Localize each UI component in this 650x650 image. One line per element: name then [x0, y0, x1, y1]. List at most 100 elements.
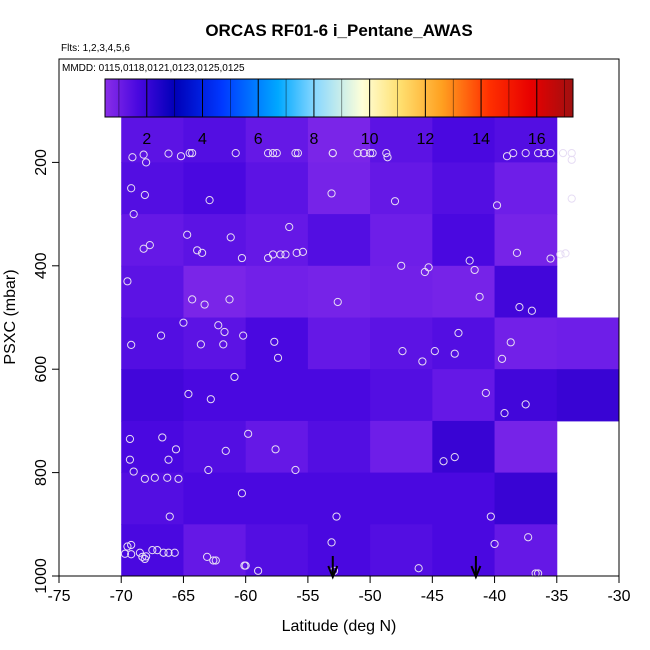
heatmap-cell: [245, 214, 309, 267]
mmdd-note: MMDD: 0115,0118,0121,0123,0125,0125: [62, 63, 245, 74]
sample-point: [276, 250, 285, 259]
sample-point: [439, 457, 448, 466]
sample-point: [561, 249, 570, 258]
sample-point: [164, 548, 173, 557]
sample-point: [140, 474, 149, 483]
heatmap-cell: [245, 162, 309, 215]
heatmap-cell: [121, 369, 184, 422]
sample-point: [231, 148, 240, 158]
sample-point: [165, 512, 174, 521]
colorbar-tick-label: 14: [472, 131, 490, 148]
sample-point: [142, 552, 151, 561]
sample-point: [226, 233, 235, 242]
sample-point: [220, 327, 229, 337]
heatmap-cell: [370, 110, 433, 163]
heatmap-cell: [307, 265, 371, 318]
sample-point: [524, 533, 533, 542]
sample-point: [206, 395, 215, 404]
sample-points: [120, 148, 576, 578]
sample-point: [188, 295, 197, 304]
sample-point: [164, 455, 173, 464]
sample-point: [490, 539, 499, 549]
sample-point: [125, 434, 135, 444]
sample-point: [531, 569, 540, 578]
sample-point: [127, 340, 136, 350]
sample-point: [546, 254, 555, 263]
sample-point: [368, 148, 377, 158]
sample-point: [123, 277, 132, 286]
sample-point: [156, 331, 166, 340]
sample-point: [418, 357, 427, 366]
x-tick-label: -55: [296, 588, 319, 605]
x-tick-label: -60: [234, 588, 257, 605]
sample-point: [327, 538, 336, 547]
sample-point: [145, 241, 154, 250]
heatmap-cell: [432, 162, 496, 215]
heatmap-cell: [121, 214, 184, 267]
heatmap-cell: [245, 265, 309, 318]
heatmap-cell: [370, 162, 433, 215]
sample-point: [470, 265, 479, 275]
sample-point: [176, 152, 186, 161]
heatmap-cell: [370, 317, 433, 370]
colorbar-tick-label: 12: [416, 131, 434, 148]
heatmap-cell: [432, 214, 496, 267]
sample-point: [556, 250, 565, 259]
sample-point: [366, 148, 375, 158]
heatmap-cell: [307, 524, 371, 577]
sample-point: [196, 340, 205, 349]
chart-title: ORCAS RF01-6 i_Pentane_AWAS: [205, 21, 472, 40]
sample-point: [509, 148, 518, 158]
heatmap-cell: [494, 265, 558, 318]
sample-point: [204, 465, 213, 475]
sample-point: [353, 148, 362, 158]
heatmap-cell: [307, 369, 371, 422]
sample-point: [198, 248, 207, 257]
heatmap-cell: [183, 265, 247, 318]
y-axis: 200 400 600 800 1000: [33, 149, 59, 594]
heatmap-cells: [121, 110, 620, 577]
x-axis-title: Latitude (deg N): [282, 618, 397, 635]
heatmap-cell: [121, 110, 184, 163]
sample-point: [158, 433, 167, 442]
heatmap-cell: [494, 420, 558, 474]
sample-point: [200, 300, 209, 309]
sample-point: [142, 158, 151, 167]
sample-point: [120, 549, 130, 558]
heatmap-cell: [370, 369, 433, 422]
sample-point: [298, 247, 308, 256]
sample-point: [263, 148, 273, 158]
sample-point: [230, 372, 239, 382]
sample-point: [241, 561, 250, 570]
heatmap-cell: [370, 420, 433, 474]
sample-point: [270, 337, 279, 346]
heatmap-cell: [183, 162, 247, 215]
sample-point: [171, 445, 181, 454]
sample-point: [382, 148, 391, 158]
colorbar-tick-label: 10: [361, 131, 379, 148]
colorbar: [104, 78, 574, 118]
sample-point: [430, 347, 439, 356]
sample-point: [188, 148, 197, 158]
plot-frame: [58, 58, 620, 577]
sample-point: [333, 297, 342, 307]
sample-point: [293, 148, 303, 158]
heatmap-cell: [494, 369, 558, 422]
sample-point: [515, 303, 524, 312]
heatmap-cell: [121, 162, 184, 215]
sample-point: [244, 429, 253, 438]
heatmap-cell: [183, 420, 247, 474]
sample-point: [139, 150, 148, 159]
sample-point: [450, 349, 459, 358]
heatmap-cell: [494, 162, 558, 215]
heatmap-cell: [307, 317, 371, 370]
sample-point: [281, 250, 290, 259]
sample-point: [567, 194, 576, 203]
sample-point: [398, 347, 407, 356]
y-tick-label: 400: [33, 252, 50, 279]
sample-point: [237, 253, 247, 263]
sample-point: [481, 388, 490, 398]
heatmap-cell: [432, 369, 496, 422]
sample-point: [397, 261, 406, 270]
x-axis: -75 -70 -65 -60 -55 -50 -45 -40 -35 -30: [47, 576, 631, 605]
